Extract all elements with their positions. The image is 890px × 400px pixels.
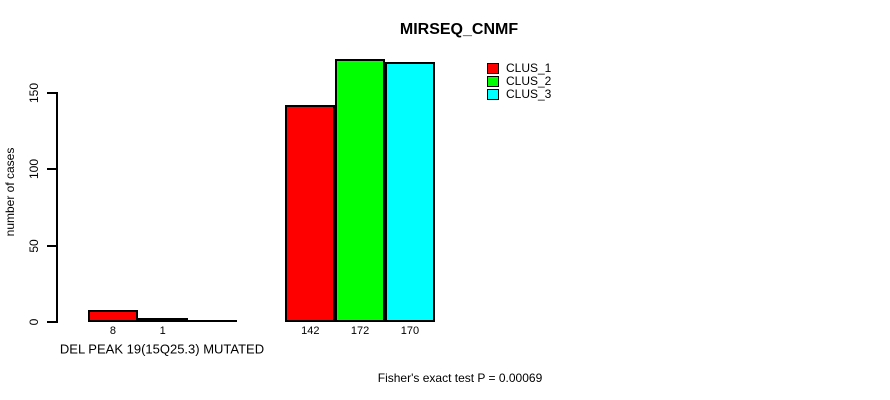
y-tick-mark	[47, 168, 56, 171]
bar-value-label: 142	[301, 325, 320, 337]
bar-value-label: 172	[350, 325, 370, 337]
bar-clus_2	[335, 59, 385, 322]
legend-label: CLUS_3	[506, 87, 552, 101]
legend-item: CLUS_1	[487, 62, 551, 75]
y-tick-label: 100	[27, 159, 41, 180]
legend-label: CLUS_2	[506, 74, 552, 88]
y-tick-mark	[47, 321, 56, 323]
x-axis-group-label: DEL PEAK 19(15Q25.3) MUTATED	[59, 341, 265, 357]
fisher-test-annotation: Fisher's exact test P = 0.00069	[377, 371, 543, 385]
legend-swatch	[487, 63, 499, 74]
y-tick-label: 150	[27, 82, 41, 104]
bar-value-label: 170	[400, 325, 420, 337]
bar-clus_2	[137, 318, 188, 322]
legend-item: CLUS_3	[487, 88, 551, 101]
y-tick-mark	[47, 92, 56, 94]
y-tick-label: 0	[27, 318, 41, 326]
legend-swatch	[487, 89, 499, 100]
bar-clus_3-zero	[187, 320, 238, 322]
legend-swatch	[487, 76, 499, 87]
bar-value-label: 8	[109, 325, 116, 337]
legend-label: CLUS_1	[506, 61, 552, 75]
legend: CLUS_1 CLUS_2 CLUS_3	[487, 62, 551, 101]
bar-clus_1	[88, 310, 138, 322]
y-tick-label: 50	[27, 238, 41, 253]
bar-clus_3	[385, 62, 435, 322]
chart-title: MIRSEQ_CNMF	[399, 21, 519, 38]
y-tick-mark	[47, 244, 56, 247]
legend-item: CLUS_2	[487, 75, 551, 88]
bar-clus_1	[285, 105, 336, 322]
bar-value-label: 1	[159, 325, 166, 337]
y-axis-line	[56, 92, 58, 323]
